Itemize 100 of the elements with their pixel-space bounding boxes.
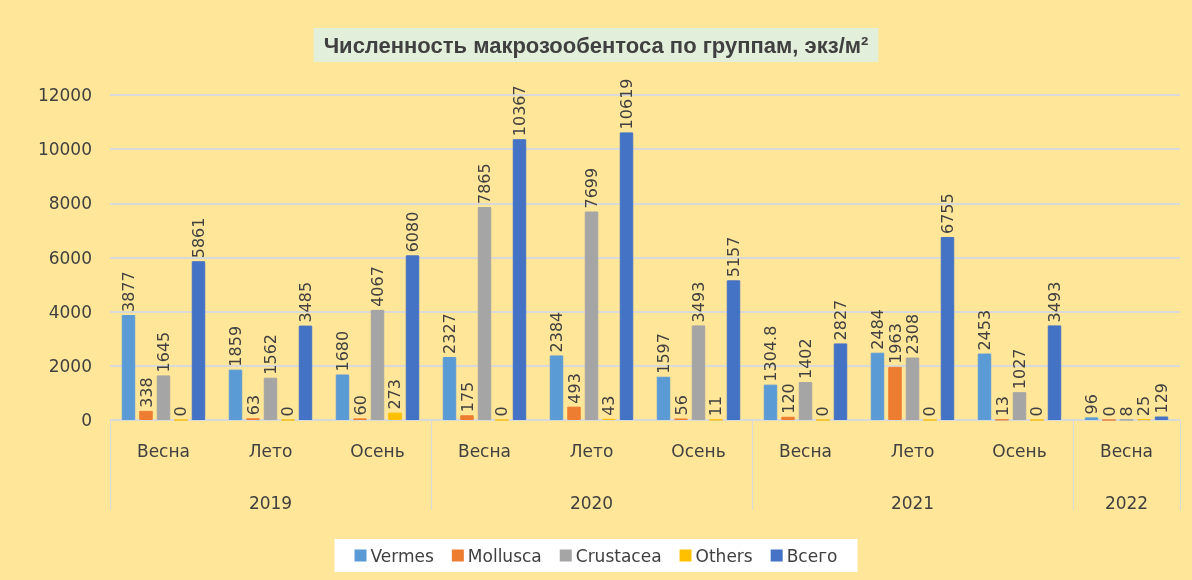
- bar: [619, 132, 634, 420]
- text: 2019: [248, 492, 293, 513]
- data-label: 25: [1134, 395, 1154, 417]
- data-label: 493: [564, 373, 584, 404]
- legend-label: Others: [695, 545, 753, 566]
- bar: [370, 309, 385, 420]
- bar: [121, 315, 136, 420]
- x-tick-label: Лето: [569, 440, 614, 461]
- data-label: 2827: [831, 299, 850, 341]
- legend-label: Crustacea: [575, 545, 662, 566]
- data-label: 0: [813, 406, 833, 417]
- data-label: 13: [992, 395, 1012, 417]
- bar: [905, 357, 920, 420]
- bar: [298, 325, 313, 420]
- data-label: 1562: [261, 333, 280, 375]
- data-label: 11: [706, 395, 726, 417]
- data-label: 1597: [654, 333, 673, 374]
- bar: [656, 376, 671, 420]
- bar: [798, 382, 813, 420]
- data-label: 43: [599, 395, 619, 416]
- x-tick-label: Осень: [350, 440, 405, 461]
- data-label: 3877: [119, 271, 138, 312]
- bar: [228, 369, 243, 420]
- data-label: 175: [457, 381, 477, 413]
- y-tick-label: 4000: [48, 301, 92, 322]
- data-label: 60: [350, 395, 370, 416]
- data-label: 1859: [226, 325, 245, 367]
- data-label: 2308: [903, 313, 922, 355]
- bar: [940, 237, 955, 420]
- data-label: 1963: [885, 323, 905, 364]
- data-label: 0: [278, 406, 298, 417]
- x-tick-label: Лето: [248, 440, 293, 461]
- bar: [870, 352, 885, 420]
- x-tick-label: Осень: [992, 440, 1047, 461]
- bar: [781, 416, 795, 420]
- bar: [977, 353, 992, 420]
- data-label: 273: [385, 379, 405, 410]
- data-label: 3485: [296, 281, 315, 323]
- data-label: 0: [1027, 406, 1047, 417]
- chart-title: Численность макрозообентоса по группам, экз/м²: [323, 32, 869, 58]
- y-tick-label: 8000: [48, 193, 92, 214]
- data-label: 0: [920, 406, 940, 417]
- data-label: 2453: [975, 309, 994, 351]
- x-tick-label: Весна: [136, 440, 191, 461]
- x-tick-label: Весна: [778, 440, 833, 461]
- legend-label: Всего: [786, 545, 838, 566]
- x-tick-label: Осень: [671, 440, 726, 461]
- bar: [442, 356, 457, 420]
- bar: [549, 355, 564, 420]
- data-label: 3493: [689, 281, 708, 323]
- bar: [512, 139, 527, 420]
- bar: [263, 377, 278, 420]
- bar: [1012, 392, 1027, 420]
- bar: [335, 374, 350, 420]
- bar: [460, 415, 474, 420]
- data-label: 2327: [440, 313, 459, 354]
- bar: [405, 255, 420, 420]
- bar: [726, 280, 741, 420]
- data-label: 1402: [796, 338, 815, 380]
- data-label: 6755: [938, 193, 957, 235]
- data-label: 0: [1099, 406, 1119, 417]
- legend-label: Vermes: [370, 545, 434, 566]
- data-label: 2384: [547, 311, 566, 353]
- x-tick-label: Лето: [890, 440, 935, 461]
- bar: [833, 343, 848, 420]
- x-tick-label: Весна: [457, 440, 512, 461]
- data-label: 10619: [617, 78, 636, 130]
- data-label: 1027: [1010, 348, 1029, 390]
- y-tick-label: 10000: [37, 139, 92, 160]
- data-label: 5157: [724, 236, 743, 278]
- data-label: 8: [1117, 406, 1136, 417]
- bar: [139, 410, 153, 420]
- bar: [1047, 325, 1062, 420]
- data-label: 1645: [154, 331, 173, 373]
- bar: [763, 384, 778, 420]
- data-label: 56: [671, 395, 691, 416]
- text: 2020: [569, 492, 614, 513]
- bar: [567, 406, 581, 420]
- bar: [1154, 416, 1169, 420]
- data-label: 6080: [403, 211, 422, 253]
- bar: [156, 375, 171, 420]
- bar: [584, 211, 599, 420]
- data-label: 1680: [333, 330, 352, 372]
- data-label: 129: [1152, 382, 1171, 414]
- bar: [191, 261, 206, 420]
- data-label: 10367: [510, 85, 529, 137]
- data-label: 2484: [868, 309, 887, 350]
- bar: [388, 412, 402, 420]
- data-label: 0: [171, 406, 191, 417]
- bar: [477, 206, 492, 420]
- data-label: 7699: [582, 167, 601, 209]
- text: 2021: [890, 492, 935, 513]
- data-label: 63: [243, 394, 263, 416]
- y-tick-label: 2000: [48, 355, 92, 376]
- text: 2022: [1104, 492, 1149, 513]
- data-label: 96: [1082, 394, 1101, 415]
- data-label: 4067: [368, 266, 387, 307]
- legend-label: Mollusca: [467, 545, 542, 566]
- bar: [888, 366, 902, 420]
- bar: [691, 325, 706, 420]
